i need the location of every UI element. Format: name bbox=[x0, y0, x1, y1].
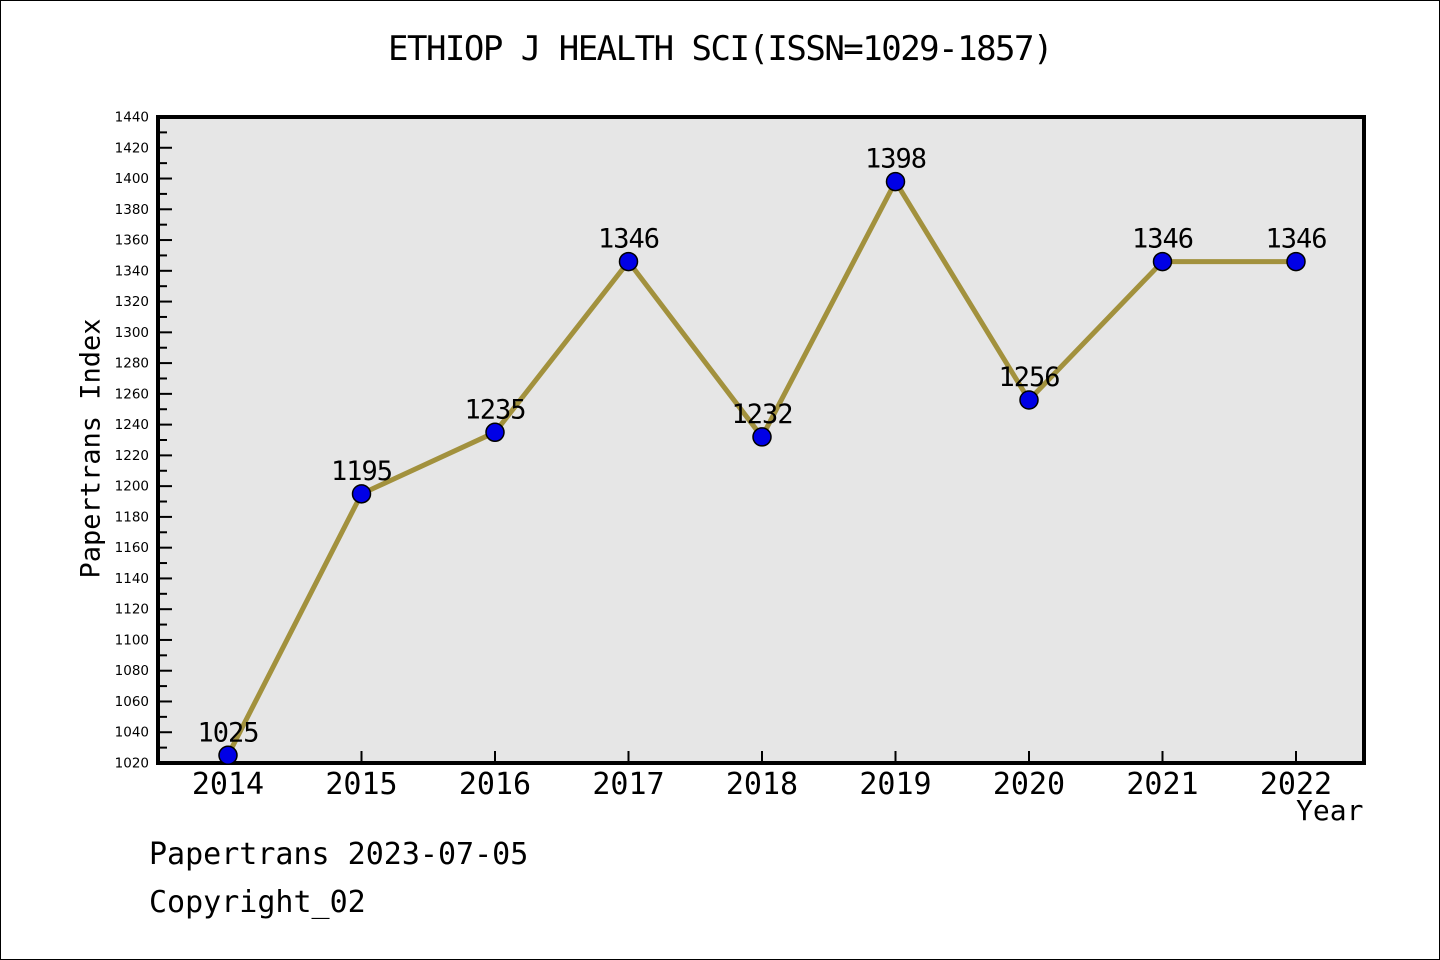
data-point-label: 1195 bbox=[331, 456, 392, 487]
data-point bbox=[351, 484, 372, 504]
data-point bbox=[1286, 251, 1306, 272]
y-tick-label: 1380 bbox=[115, 202, 149, 218]
data-point bbox=[885, 171, 906, 192]
y-axis-label: Papertrans Index bbox=[75, 318, 107, 579]
y-tick-label: 1020 bbox=[115, 756, 149, 772]
y-tick-label: 1220 bbox=[115, 448, 149, 464]
y-tick-label: 1140 bbox=[115, 571, 149, 587]
y-tick-label: 1160 bbox=[115, 540, 149, 556]
data-point-label: 1235 bbox=[464, 394, 525, 425]
x-axis-label: Year bbox=[1296, 794, 1364, 827]
data-point bbox=[618, 251, 639, 272]
y-tick-label: 1120 bbox=[115, 602, 149, 618]
data-point-label: 1232 bbox=[731, 399, 792, 430]
data-point-label: 1256 bbox=[998, 362, 1059, 393]
x-tick-label: 2018 bbox=[726, 767, 798, 802]
data-point bbox=[218, 745, 238, 766]
y-tick-label: 1200 bbox=[115, 479, 149, 495]
y-tick-label: 1280 bbox=[115, 356, 149, 372]
y-tick-label: 1420 bbox=[115, 140, 149, 156]
y-tick-label: 1440 bbox=[115, 110, 149, 126]
y-tick-label: 1060 bbox=[115, 694, 149, 710]
chart-title: ETHIOP J HEALTH SCI(ISSN=1029-1857) bbox=[388, 29, 1053, 69]
y-tick-label: 1340 bbox=[115, 263, 149, 279]
y-tick-label: 1040 bbox=[115, 725, 149, 741]
y-tick-label: 1320 bbox=[115, 294, 149, 310]
x-tick-label: 2022 bbox=[1260, 767, 1332, 802]
y-tick-label: 1180 bbox=[115, 509, 149, 525]
x-tick-label: 2019 bbox=[859, 767, 931, 802]
x-tick-label: 2020 bbox=[993, 767, 1065, 802]
x-tick-label: 2014 bbox=[192, 767, 264, 802]
data-point-label: 1346 bbox=[1132, 224, 1193, 255]
y-tick-label: 1360 bbox=[115, 233, 149, 249]
x-tick-label: 2021 bbox=[1126, 767, 1198, 802]
footer-copyright: Copyright_02 bbox=[149, 885, 366, 920]
data-point bbox=[1152, 251, 1173, 272]
x-tick-label: 2017 bbox=[592, 767, 664, 802]
footer-source-date: Papertrans 2023-07-05 bbox=[149, 837, 529, 872]
y-tick-label: 1400 bbox=[115, 171, 149, 187]
y-tick-label: 1100 bbox=[115, 632, 149, 648]
data-point-label: 1025 bbox=[197, 717, 258, 748]
x-tick-label: 2016 bbox=[459, 767, 531, 802]
data-point-label: 1346 bbox=[598, 224, 659, 255]
y-tick-label: 1080 bbox=[115, 663, 149, 679]
y-tick-label: 1260 bbox=[115, 386, 149, 402]
x-tick-label: 2015 bbox=[325, 767, 397, 802]
data-point-label: 1398 bbox=[865, 144, 926, 175]
y-tick-label: 1300 bbox=[115, 325, 149, 341]
data-point bbox=[485, 422, 505, 443]
data-point-label: 1346 bbox=[1265, 224, 1326, 255]
data-point bbox=[752, 427, 772, 447]
data-point bbox=[1019, 390, 1039, 410]
y-tick-label: 1240 bbox=[115, 417, 149, 433]
